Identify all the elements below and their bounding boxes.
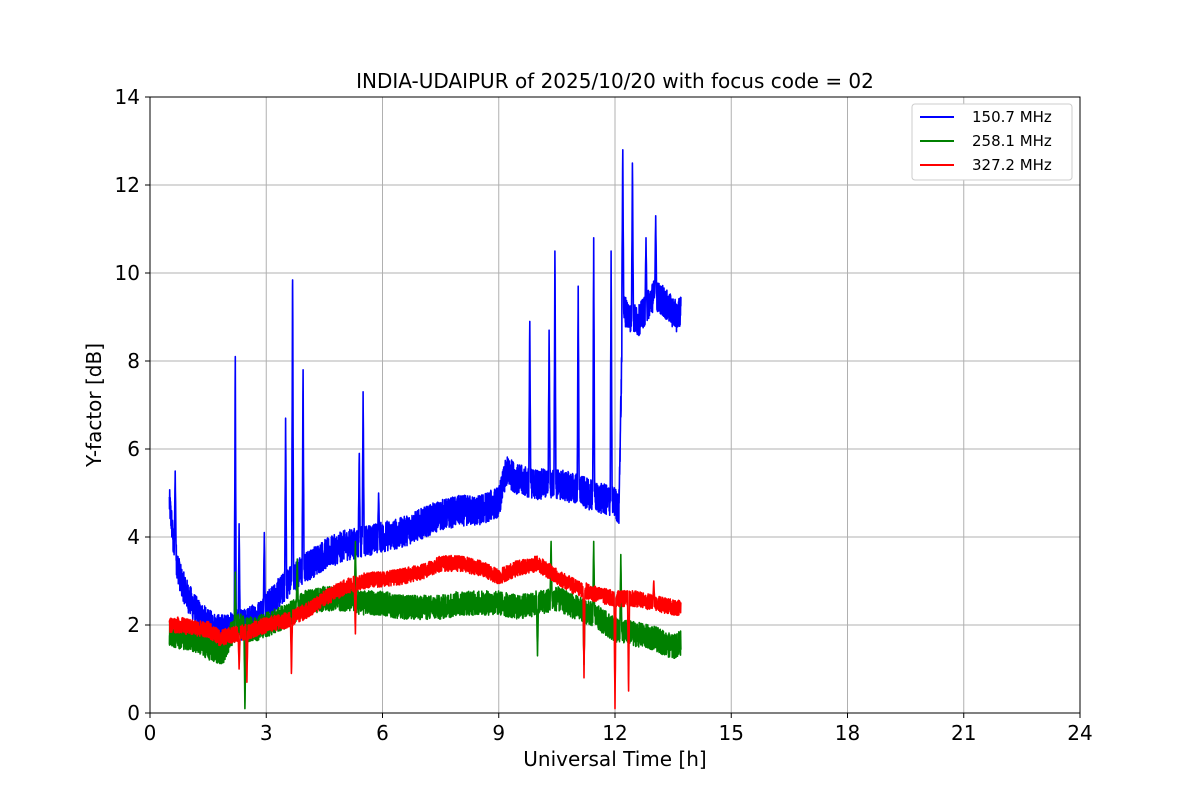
legend: 150.7 MHz 258.1 MHz 327.2 MHz <box>911 103 1073 181</box>
x-tick-label: 21 <box>951 721 976 745</box>
x-tick-label: 18 <box>835 721 860 745</box>
x-tick-label: 15 <box>719 721 744 745</box>
x-axis-label: Universal Time [h] <box>523 747 706 771</box>
chart-title: INDIA-UDAIPUR of 2025/10/20 with focus c… <box>356 69 874 93</box>
y-tick-label: 2 <box>127 613 140 637</box>
y-axis-label: Y-factor [dB] <box>82 343 106 468</box>
x-tick-label: 24 <box>1067 721 1092 745</box>
series-line-327-2-mhz <box>168 554 682 710</box>
y-tick-label: 0 <box>127 701 140 725</box>
series-line-150-7-mhz <box>168 149 682 646</box>
legend-label-150-7-mhz: 150.7 MHz <box>972 108 1052 126</box>
y-tick-label: 12 <box>115 173 140 197</box>
y-tick-label: 6 <box>127 437 140 461</box>
plot-series <box>168 149 682 710</box>
legend-label-327-2-mhz: 327.2 MHz <box>972 156 1052 174</box>
x-tick-label: 6 <box>376 721 389 745</box>
x-tick-label: 0 <box>144 721 157 745</box>
legend-box <box>911 103 1073 181</box>
legend-label-258-1-mhz: 258.1 MHz <box>972 132 1052 150</box>
y-tick-label: 14 <box>115 85 140 109</box>
x-tick-label: 3 <box>260 721 273 745</box>
y-tick-label: 10 <box>115 261 140 285</box>
y-tick-label: 8 <box>127 349 140 373</box>
x-tick-label: 12 <box>602 721 627 745</box>
x-tick-label: 9 <box>492 721 505 745</box>
y-tick-label: 4 <box>127 525 140 549</box>
